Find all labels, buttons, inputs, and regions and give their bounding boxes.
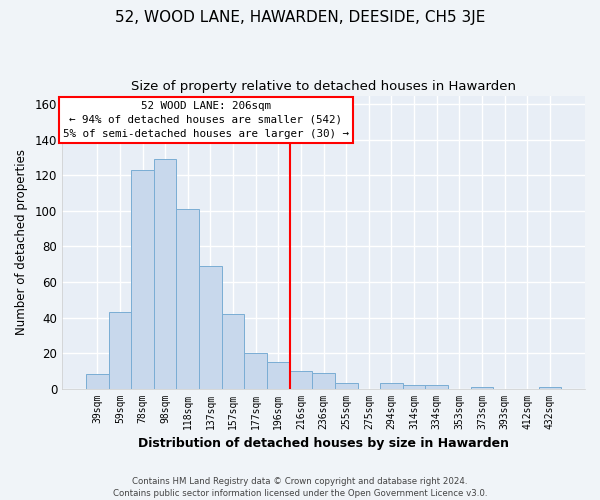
- Text: 52, WOOD LANE, HAWARDEN, DEESIDE, CH5 3JE: 52, WOOD LANE, HAWARDEN, DEESIDE, CH5 3J…: [115, 10, 485, 25]
- Bar: [539, 387, 561, 388]
- Bar: [199, 266, 222, 388]
- Bar: [267, 362, 290, 388]
- Title: Size of property relative to detached houses in Hawarden: Size of property relative to detached ho…: [131, 80, 516, 93]
- Text: 52 WOOD LANE: 206sqm
← 94% of detached houses are smaller (542)
5% of semi-detac: 52 WOOD LANE: 206sqm ← 94% of detached h…: [63, 101, 349, 139]
- Bar: [290, 371, 312, 388]
- Bar: [312, 372, 335, 388]
- Bar: [86, 374, 109, 388]
- X-axis label: Distribution of detached houses by size in Hawarden: Distribution of detached houses by size …: [138, 437, 509, 450]
- Bar: [154, 160, 176, 388]
- Y-axis label: Number of detached properties: Number of detached properties: [15, 149, 28, 335]
- Bar: [131, 170, 154, 388]
- Bar: [403, 385, 425, 388]
- Bar: [176, 209, 199, 388]
- Bar: [425, 385, 448, 388]
- Bar: [109, 312, 131, 388]
- Bar: [335, 383, 358, 388]
- Text: Contains HM Land Registry data © Crown copyright and database right 2024.
Contai: Contains HM Land Registry data © Crown c…: [113, 476, 487, 498]
- Bar: [244, 353, 267, 388]
- Bar: [222, 314, 244, 388]
- Bar: [471, 387, 493, 388]
- Bar: [380, 383, 403, 388]
